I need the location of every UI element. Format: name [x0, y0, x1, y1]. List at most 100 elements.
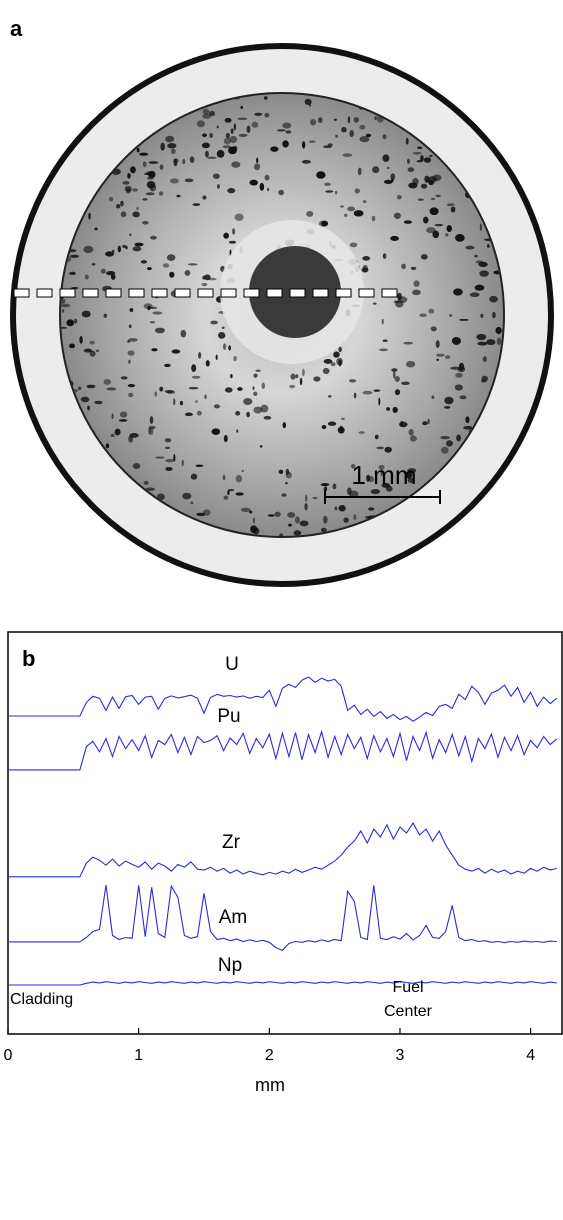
pore [333, 118, 337, 121]
pore [445, 440, 454, 447]
pore [83, 245, 94, 254]
pore [223, 434, 228, 443]
pore [374, 434, 379, 440]
pore [359, 136, 370, 143]
pore [391, 368, 398, 372]
pore [482, 356, 487, 362]
pore [100, 268, 106, 274]
pore [209, 110, 216, 117]
pore [282, 122, 292, 129]
pore [362, 390, 373, 395]
pore [313, 376, 321, 382]
pore [229, 135, 238, 144]
annotation: Fuel [392, 979, 423, 996]
pore [145, 192, 155, 196]
pore [399, 421, 408, 428]
scan-dash [197, 288, 214, 298]
pore [150, 235, 157, 240]
pore [189, 156, 195, 163]
pore [432, 230, 440, 239]
pore [223, 495, 229, 500]
pore [136, 207, 139, 210]
pore [252, 527, 260, 535]
pore [259, 444, 263, 448]
pore [357, 167, 362, 176]
pore [132, 188, 138, 192]
x-tick-label: 3 [396, 1047, 405, 1064]
pore [234, 213, 244, 222]
pore [407, 468, 417, 473]
pore [417, 198, 424, 201]
pore [196, 120, 205, 128]
pore [224, 117, 232, 123]
pore [390, 173, 396, 181]
pore [349, 242, 358, 248]
pore [320, 483, 330, 487]
pore [474, 284, 485, 291]
pore [230, 374, 233, 379]
pore [403, 220, 413, 224]
pore [299, 520, 309, 527]
pore [267, 187, 270, 192]
pore [223, 232, 230, 239]
pore [132, 211, 140, 218]
pore [372, 302, 377, 305]
pore [413, 280, 420, 287]
pore [251, 121, 259, 128]
pore [327, 143, 333, 147]
pore [255, 369, 261, 373]
pore [238, 133, 248, 137]
trace [8, 884, 557, 952]
pore [302, 141, 306, 149]
pore [69, 271, 76, 276]
pore [223, 137, 232, 145]
pore [114, 428, 121, 436]
pore [191, 375, 201, 379]
pore [160, 142, 165, 151]
pore [231, 161, 241, 168]
scan-dash [266, 288, 283, 298]
pore [341, 126, 347, 133]
pore [320, 527, 327, 533]
pore [122, 244, 127, 248]
pore [446, 224, 453, 233]
pore [235, 492, 244, 496]
pore [304, 98, 312, 106]
scan-dash [335, 288, 352, 298]
pore [308, 104, 312, 107]
pore [454, 384, 463, 391]
pore [340, 205, 344, 208]
pore [260, 404, 269, 413]
pore [335, 134, 339, 138]
pore [253, 406, 263, 414]
pore [393, 212, 401, 219]
pore [386, 407, 391, 411]
pore [358, 431, 365, 434]
pore [166, 254, 176, 261]
pore [289, 384, 296, 389]
pore [347, 487, 352, 495]
pore [169, 271, 175, 278]
pore [453, 288, 463, 296]
pore [167, 143, 177, 149]
pore [192, 203, 201, 206]
pore [217, 331, 226, 339]
pore [318, 117, 323, 123]
pore [158, 191, 164, 196]
pore [142, 220, 149, 225]
pore [288, 523, 292, 527]
pore [179, 400, 184, 406]
pore [205, 150, 209, 158]
pore [308, 140, 316, 144]
pore [164, 389, 174, 393]
pore [408, 182, 418, 189]
pore [450, 206, 456, 213]
pore [139, 152, 149, 156]
pore [95, 349, 100, 353]
pore [474, 254, 478, 258]
pore [379, 348, 388, 352]
pore [81, 310, 91, 318]
pore [407, 158, 410, 164]
x-tick-label: 2 [265, 1047, 274, 1064]
